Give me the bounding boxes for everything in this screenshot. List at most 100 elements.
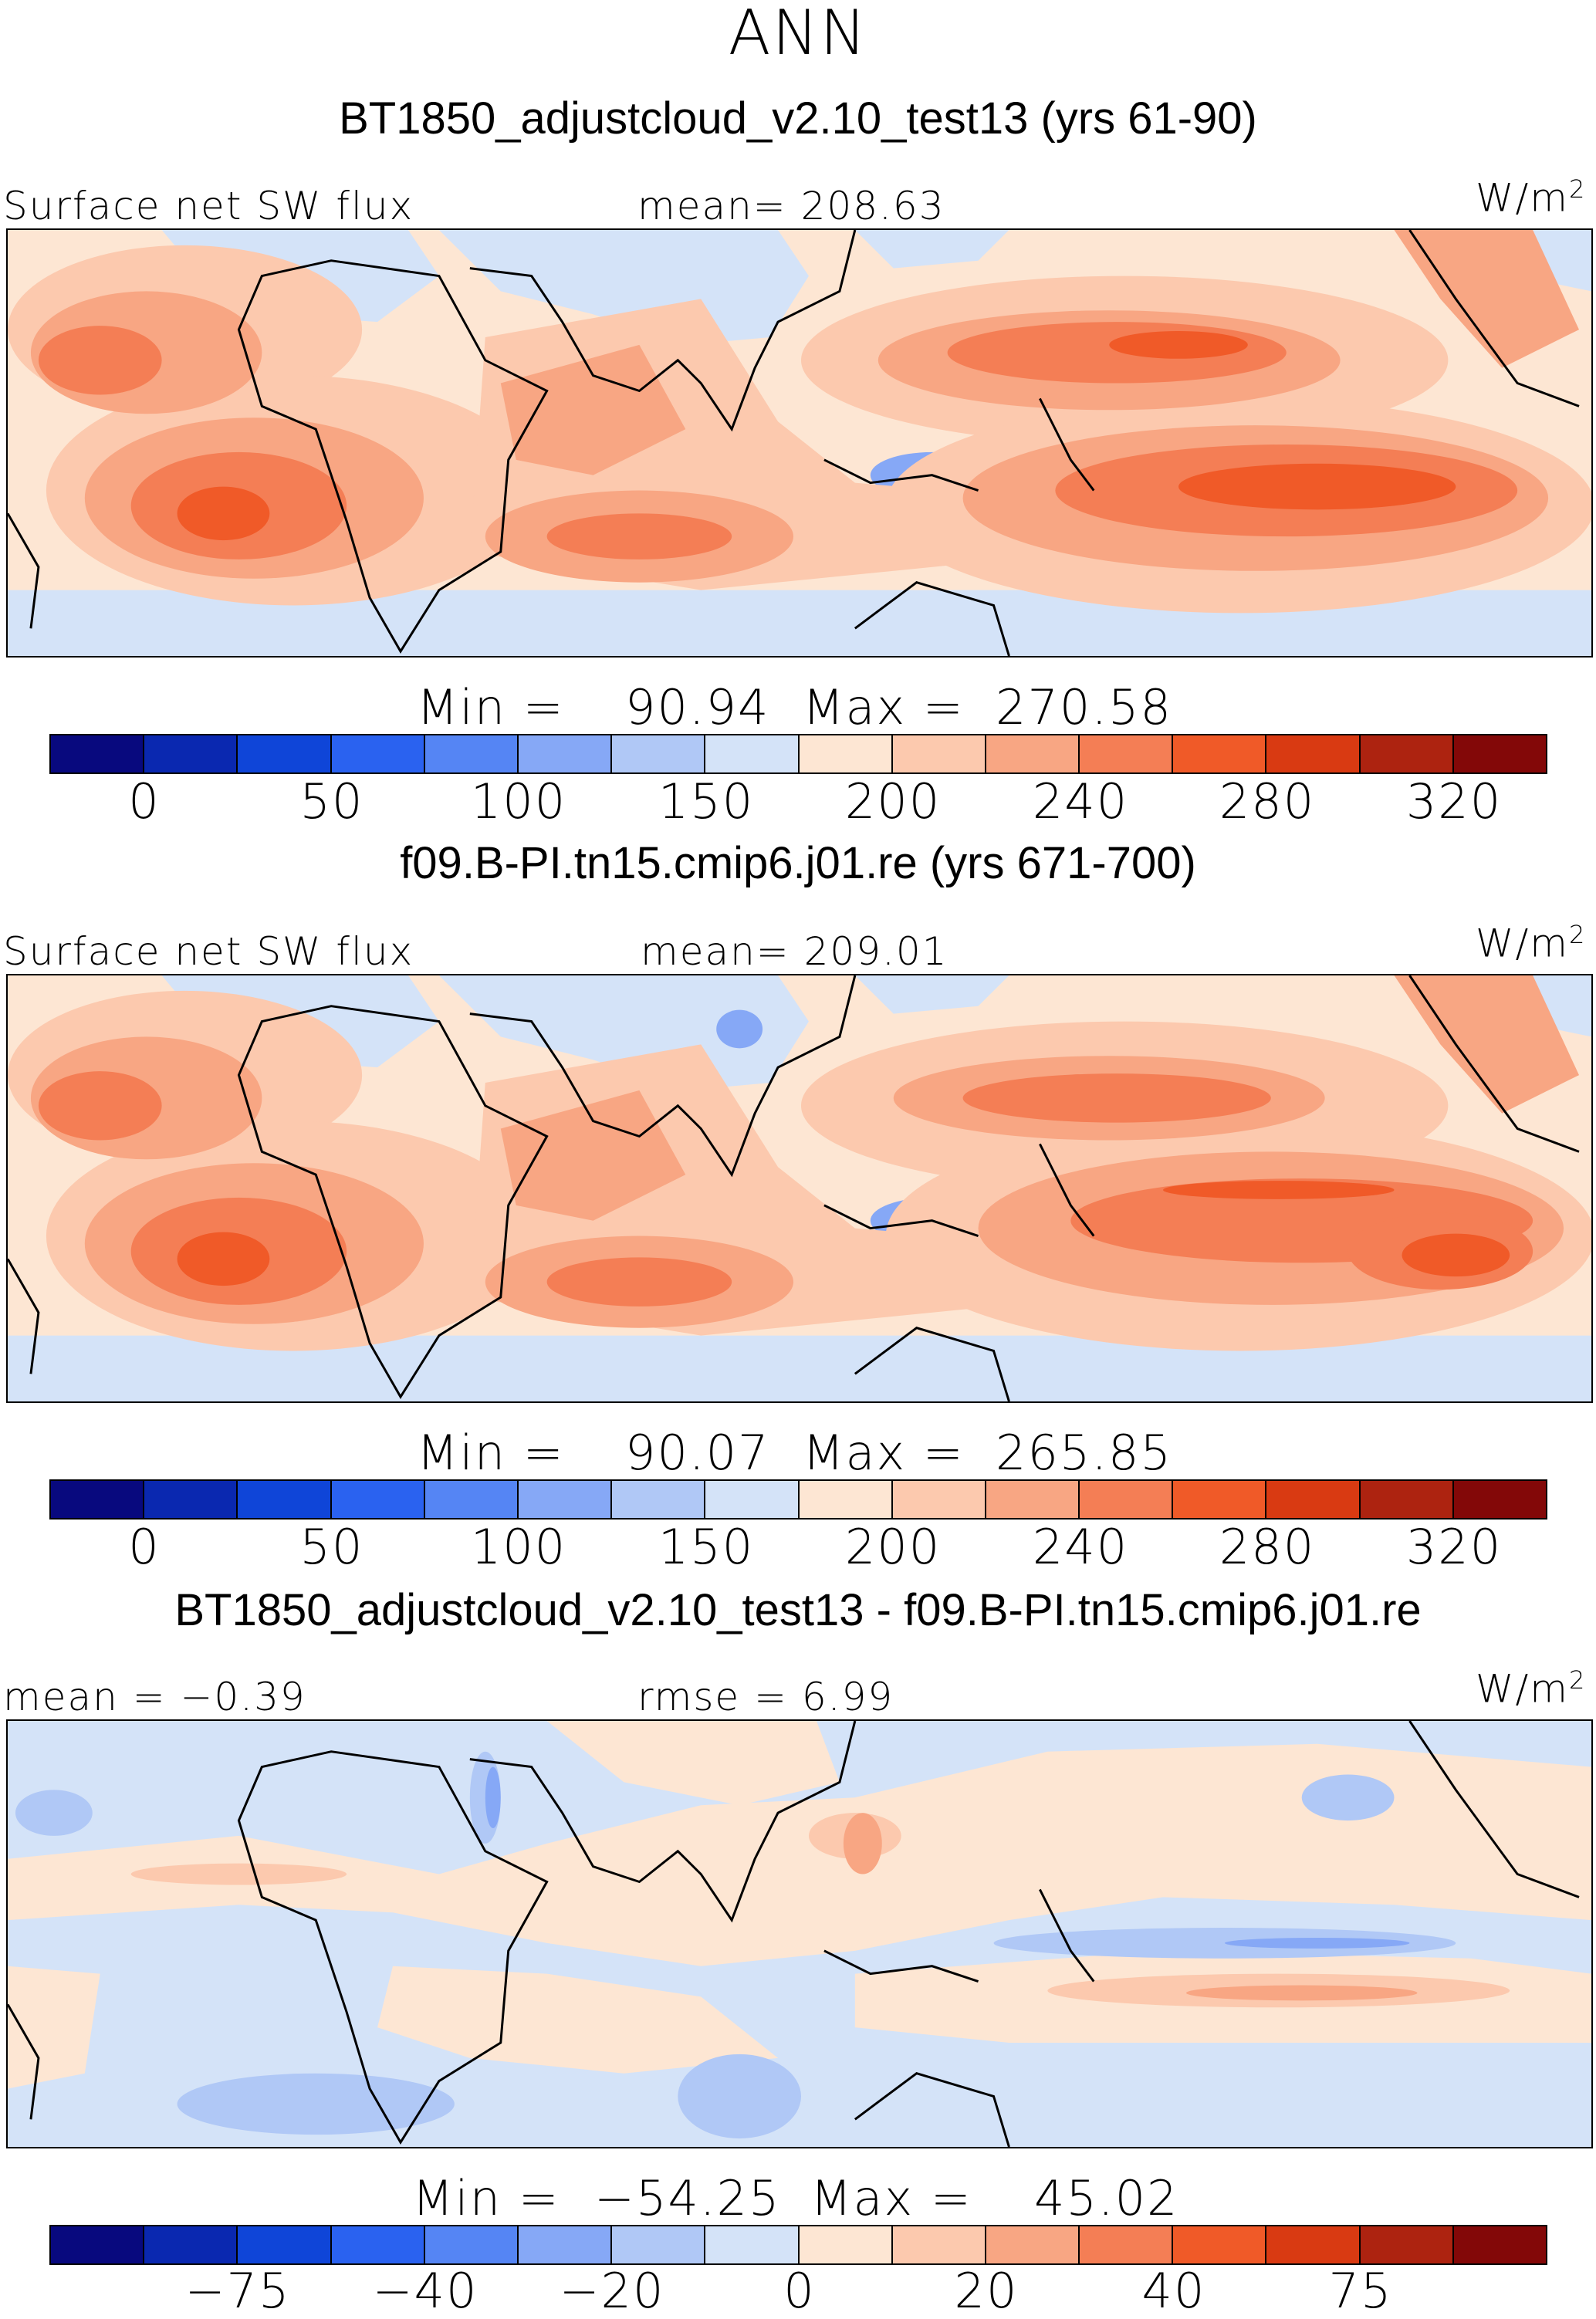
panel-2-tick: 150 bbox=[658, 1519, 755, 1575]
colorbar-segment bbox=[51, 735, 145, 772]
panel-2-tick: 0 bbox=[128, 1519, 161, 1575]
panel-1-max-value: 270.58 bbox=[996, 679, 1172, 735]
panel-1-left-label: Surface net SW flux bbox=[3, 184, 414, 228]
panel-2-left-label: Surface net SW flux bbox=[3, 929, 414, 974]
panel-1-tick: 320 bbox=[1405, 773, 1503, 830]
panel-1-title: BT1850_adjustcloud_v2.10_test13 (yrs 61-… bbox=[339, 93, 1257, 144]
colorbar-segment bbox=[51, 2226, 145, 2263]
panel-2-max-label: Max = bbox=[803, 1425, 965, 1481]
colorbar-segment bbox=[1173, 2226, 1267, 2263]
colorbar-segment bbox=[238, 1481, 332, 1518]
panel-3-map bbox=[6, 1719, 1593, 2148]
panel-3-tick: 40 bbox=[1141, 2263, 1206, 2319]
panel-1-min-label: Min = bbox=[417, 679, 565, 735]
colorbar-segment bbox=[612, 1481, 706, 1518]
colorbar-segment bbox=[331, 735, 425, 772]
colorbar-segment bbox=[1080, 2226, 1174, 2263]
panel-3-center-label: rmse = 6.99 bbox=[637, 1675, 894, 1719]
colorbar-segment bbox=[1360, 735, 1454, 772]
colorbar-segment bbox=[1266, 735, 1361, 772]
colorbar-segment bbox=[331, 1481, 425, 1518]
panel-2-center-label: mean= 209.01 bbox=[641, 929, 948, 974]
panel-3-tick: −75 bbox=[184, 2263, 291, 2319]
colorbar-segment bbox=[799, 1481, 893, 1518]
panel-1-tick: 100 bbox=[470, 773, 567, 830]
colorbar-segment bbox=[986, 735, 1080, 772]
panel-3-left-label: mean = −0.39 bbox=[3, 1675, 306, 1719]
colorbar-segment bbox=[1173, 1481, 1267, 1518]
panel-3-tick: −40 bbox=[372, 2263, 478, 2319]
colorbar-segment bbox=[892, 1481, 986, 1518]
colorbar-segment bbox=[518, 735, 613, 772]
panel-1-center-label: mean= 208.63 bbox=[637, 184, 945, 228]
panel-1-tick: 280 bbox=[1219, 773, 1316, 830]
panel-2-title: f09.B-PI.tn15.cmip6.j01.re (yrs 671-700) bbox=[400, 838, 1196, 888]
panel-1-tick: 200 bbox=[844, 773, 942, 830]
colorbar-segment bbox=[331, 2226, 425, 2263]
panel-1-colorbar bbox=[49, 734, 1547, 774]
colorbar-segment bbox=[705, 735, 800, 772]
colorbar-segment bbox=[144, 1481, 238, 1518]
panel-2-map bbox=[6, 974, 1593, 1403]
panel-2-colorbar bbox=[49, 1479, 1547, 1520]
panel-2-tick: 100 bbox=[470, 1519, 567, 1575]
panel-2-tick: 240 bbox=[1032, 1519, 1129, 1575]
panel-1-tick: 50 bbox=[299, 773, 364, 830]
colorbar-segment bbox=[799, 2226, 893, 2263]
panel-2-units: W/m2 bbox=[1476, 920, 1587, 966]
panel-1-units: W/m2 bbox=[1476, 174, 1587, 221]
panel-3-tick: −20 bbox=[559, 2263, 665, 2319]
panel-3-map-field bbox=[8, 1721, 1591, 2147]
panel-3-min-value: −54.25 bbox=[594, 2170, 781, 2226]
panel-3-max-label: Max = bbox=[810, 2170, 972, 2226]
panel-3-min-label: Min = bbox=[412, 2170, 560, 2226]
panel-3-title: BT1850_adjustcloud_v2.10_test13 - f09.B-… bbox=[174, 1585, 1422, 1635]
panel-1-map bbox=[6, 228, 1593, 658]
panel-3-tick: 0 bbox=[783, 2263, 816, 2319]
colorbar-segment bbox=[892, 735, 986, 772]
panel-2-max-value: 265.85 bbox=[996, 1425, 1172, 1481]
panel-1-max-label: Max = bbox=[803, 679, 965, 735]
colorbar-segment bbox=[1453, 2226, 1546, 2263]
colorbar-segment bbox=[705, 2226, 800, 2263]
panel-3-tick: 75 bbox=[1328, 2263, 1393, 2319]
panel-2-min-value: 90.07 bbox=[625, 1425, 770, 1481]
colorbar-segment bbox=[1080, 735, 1174, 772]
colorbar-segment bbox=[424, 2226, 519, 2263]
panel-2-tick: 50 bbox=[299, 1519, 364, 1575]
panel-1-tick: 0 bbox=[128, 773, 161, 830]
colorbar-segment bbox=[51, 1481, 145, 1518]
colorbar-segment bbox=[612, 735, 706, 772]
colorbar-segment bbox=[986, 2226, 1080, 2263]
panel-3-units: W/m2 bbox=[1476, 1665, 1587, 1712]
colorbar-segment bbox=[518, 1481, 613, 1518]
panel-2-tick: 280 bbox=[1219, 1519, 1316, 1575]
colorbar-segment bbox=[238, 735, 332, 772]
colorbar-segment bbox=[144, 2226, 238, 2263]
panel-3-tick: 20 bbox=[954, 2263, 1019, 2319]
colorbar-segment bbox=[518, 2226, 613, 2263]
panel-1-tick: 150 bbox=[658, 773, 755, 830]
panel-1-tick: 240 bbox=[1032, 773, 1129, 830]
panel-2-map-field bbox=[8, 975, 1591, 1401]
colorbar-segment bbox=[1173, 735, 1267, 772]
panel-1-map-field bbox=[8, 230, 1591, 656]
colorbar-segment bbox=[1453, 1481, 1546, 1518]
colorbar-segment bbox=[986, 1481, 1080, 1518]
colorbar-segment bbox=[1266, 2226, 1361, 2263]
season-title: ANN bbox=[728, 0, 868, 69]
panel-2-tick: 200 bbox=[844, 1519, 942, 1575]
colorbar-segment bbox=[238, 2226, 332, 2263]
panel-2-min-label: Min = bbox=[417, 1425, 565, 1481]
panel-3-max-value: 45.02 bbox=[1034, 2170, 1179, 2226]
colorbar-segment bbox=[612, 2226, 706, 2263]
colorbar-segment bbox=[1080, 1481, 1174, 1518]
colorbar-segment bbox=[705, 1481, 800, 1518]
colorbar-segment bbox=[1360, 1481, 1454, 1518]
colorbar-segment bbox=[892, 2226, 986, 2263]
colorbar-segment bbox=[799, 735, 893, 772]
colorbar-segment bbox=[424, 735, 519, 772]
colorbar-segment bbox=[1453, 735, 1546, 772]
panel-3-colorbar bbox=[49, 2225, 1547, 2265]
colorbar-segment bbox=[1360, 2226, 1454, 2263]
